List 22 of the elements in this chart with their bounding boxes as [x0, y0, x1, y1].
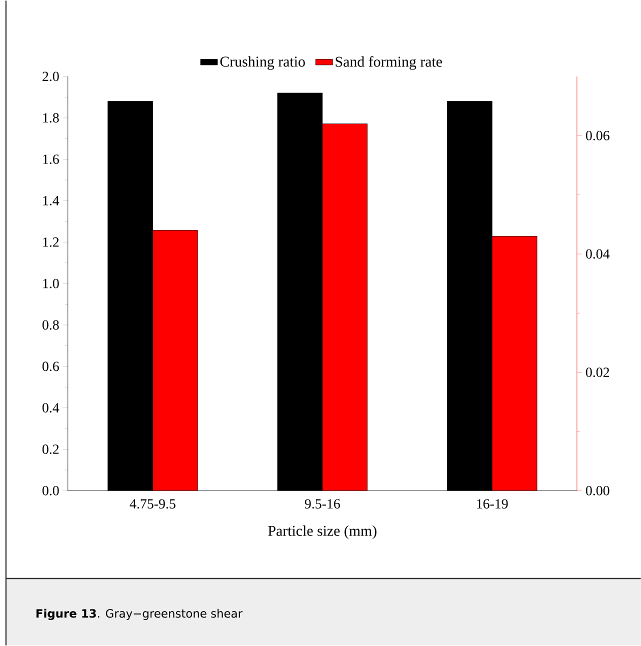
y2-tick-label: 0.06 — [586, 130, 610, 140]
y-tick-label: 2.0 — [42, 72, 59, 82]
y-tick-label: 1.2 — [42, 237, 58, 247]
y-tick-label: 0.4 — [42, 403, 59, 413]
x-tick-label: 4.75-9.5 — [130, 499, 176, 509]
legend-label: Sand forming rate — [336, 56, 442, 70]
x-tick-label: 9.5-16 — [304, 499, 340, 509]
y-tick-label: 1.4 — [42, 196, 59, 206]
y-tick-label: 0.8 — [42, 320, 59, 330]
y2-tick-label: 0.04 — [586, 249, 610, 259]
y-tick-label: 0.2 — [42, 444, 58, 454]
text: Figure 13. Gray−greenstone shear — [36, 608, 242, 620]
y-tick-label: 1.6 — [42, 154, 59, 164]
y-tick-label: 0.6 — [42, 362, 59, 372]
x-axis-title: Particle size (mm) — [268, 525, 376, 539]
y-tick-label: 1.8 — [42, 113, 59, 123]
x-tick-label: 16-19 — [476, 499, 508, 509]
y2-tick-label: 0.02 — [586, 368, 609, 378]
y2-tick-label: 0.00 — [586, 486, 610, 496]
y-tick-label: 1.0 — [42, 278, 59, 288]
legend-label: Crushing ratio — [220, 56, 305, 70]
y-tick-label: 0.0 — [42, 486, 59, 496]
